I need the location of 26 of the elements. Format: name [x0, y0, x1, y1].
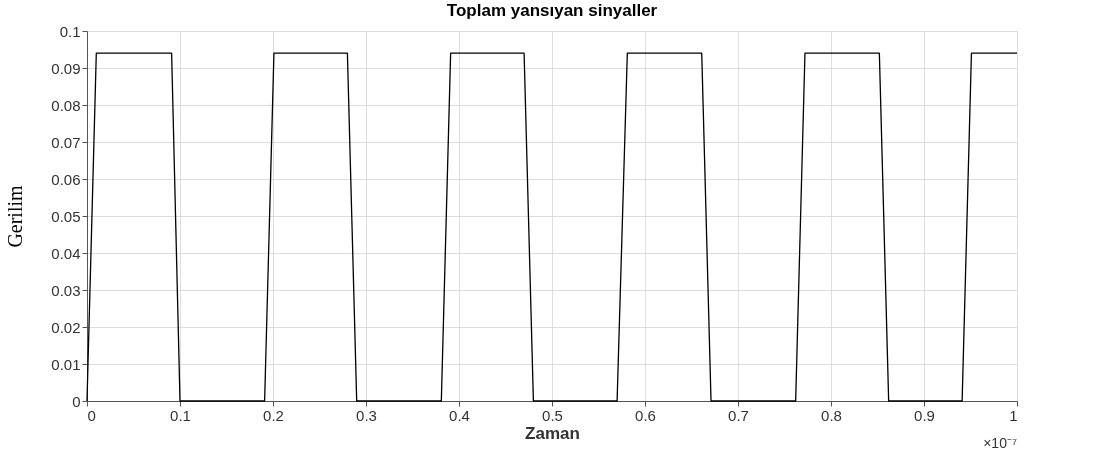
x-tick-label: 0.6 — [635, 406, 656, 424]
y-tick-label: 0.09 — [51, 59, 81, 77]
x-tick-label: 1 — [1009, 406, 1018, 424]
text: ×10⁻⁷ — [983, 435, 1017, 451]
y-tick-label: 0.1 — [59, 22, 81, 40]
x-axis-title: Zaman — [525, 423, 580, 443]
x-tick-label: 0.4 — [449, 406, 470, 424]
y-tick-label: 0.06 — [51, 170, 81, 188]
x-tick-label: 0.3 — [356, 406, 377, 424]
x-tick-label: 0 — [87, 406, 96, 424]
y-axis-title: Gerilim — [4, 184, 27, 248]
y-tick-label: 0.08 — [51, 96, 81, 114]
y-tick-label: 0.03 — [51, 281, 81, 299]
y-tick-label: 0.05 — [51, 207, 81, 225]
y-tick-label: 0.07 — [51, 133, 81, 151]
y-tick-label: 0 — [72, 392, 81, 410]
chart-title: Toplam yansıyan sinyaller — [446, 1, 658, 20]
y-tick-label: 0.01 — [51, 355, 81, 373]
x-tick-label: 0.7 — [728, 406, 749, 424]
y-tick-label: 0.02 — [51, 318, 81, 336]
x-tick-label: 0.5 — [542, 406, 563, 424]
y-tick-label: 0.04 — [51, 244, 81, 262]
x-tick-label: 0.2 — [263, 406, 284, 424]
x-tick-label: 0.9 — [914, 406, 935, 424]
x-tick-label: 0.8 — [821, 406, 842, 424]
x-tick-label: 0.1 — [170, 406, 191, 424]
